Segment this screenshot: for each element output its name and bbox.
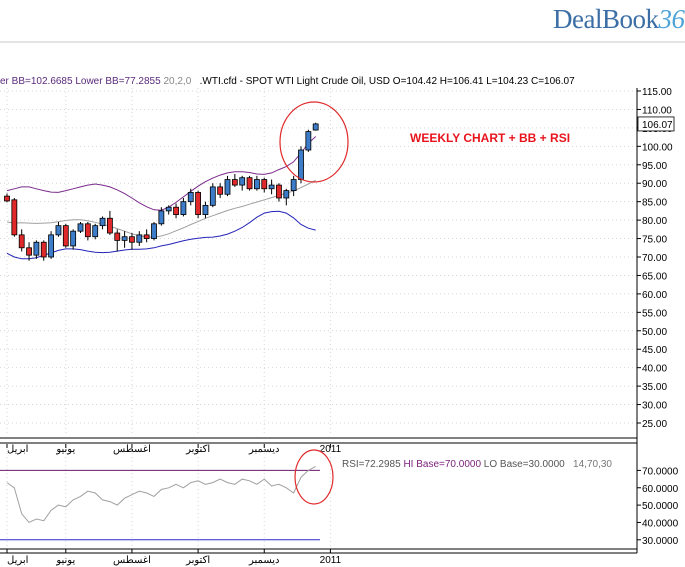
- candle: [18, 234, 25, 249]
- candle: [209, 186, 216, 206]
- candle: [276, 184, 282, 199]
- axes: 25.00 30.00 35.00 40.00 45.00 50.00 55.00 60.00…: [0, 87, 679, 566]
- x-tick-label: ابريل: [7, 444, 28, 455]
- candle: [99, 217, 106, 227]
- x-tick-label: 2011: [320, 444, 342, 455]
- candle: [246, 177, 253, 190]
- candle: [187, 192, 194, 203]
- candle: [224, 179, 231, 195]
- rsi-legend: RSI=72.2985 HI Base=70.0000 LO Base=30.0…: [342, 459, 612, 470]
- x-tick-label: ديسمبر: [248, 555, 279, 566]
- candle: [114, 232, 121, 241]
- x-tick-label: ابريل: [7, 555, 28, 566]
- x-tick-label: اغسطس: [113, 444, 151, 455]
- x-tick-label: اغسطس: [113, 555, 151, 566]
- y-tick-label: 40.00: [642, 364, 667, 375]
- y-tick-label: 35.00: [642, 382, 667, 393]
- y-tick-label: 70.00: [642, 253, 667, 264]
- rsi-pane: [0, 445, 331, 548]
- y-tick-label: 95.00: [642, 161, 667, 172]
- chart-annotation: WEEKLY CHART + BB + RSI: [410, 131, 571, 145]
- y-tick-label: 75.00: [642, 235, 667, 246]
- rsi-line: [6, 465, 316, 524]
- last-price-box: [637, 116, 675, 132]
- candle: [253, 179, 260, 190]
- candle: [151, 223, 157, 239]
- candle: [217, 186, 224, 195]
- bb-upper-line: [6, 136, 317, 211]
- candle: [55, 225, 62, 236]
- bb-lower-line: [6, 210, 316, 260]
- x-tick-label: يونيو: [55, 444, 75, 455]
- y-tick-label: 50.00: [642, 327, 667, 338]
- candle: [136, 234, 143, 243]
- candle: [195, 192, 202, 215]
- candle: [62, 225, 69, 247]
- y-tick-label: 80.00: [642, 216, 667, 227]
- rsi-y-tick-label: 30.0000: [642, 536, 679, 547]
- y-tick-label: 65.00: [642, 271, 667, 282]
- y-tick-label: 25.00: [642, 419, 667, 430]
- candle: [268, 184, 275, 190]
- candle: [165, 206, 172, 212]
- candle: [129, 236, 135, 243]
- y-tick-label: 60.00: [642, 290, 667, 301]
- brand-logo: DealBook360: [553, 4, 685, 34]
- candle: [48, 234, 54, 258]
- candle: [77, 223, 84, 232]
- x-tick-label: يونيو: [55, 555, 75, 566]
- bollinger-legend: er BB=102.6685 Lower BB=77.2855 20,2,0 .…: [0, 76, 575, 87]
- y-tick-label: 115.00: [642, 87, 672, 98]
- y-tick-label: 55.00: [642, 308, 667, 319]
- candle: [84, 223, 91, 238]
- instrument-label: .WTI.cfd - SPOT WTI Light Crude Oil, USD…: [199, 76, 575, 87]
- candle: [239, 177, 246, 186]
- rsi-y-tick-label: 50.0000: [642, 501, 679, 512]
- candle: [33, 241, 40, 256]
- rsi-y-tick-label: 70.0000: [642, 466, 679, 477]
- x-tick-label: اكتوبر: [185, 444, 210, 455]
- candle: [173, 206, 179, 215]
- candle: [143, 234, 150, 239]
- y-tick-label: 100.00: [642, 142, 673, 153]
- candle: [26, 247, 32, 256]
- candle: [121, 236, 128, 241]
- y-tick-label: 85.00: [642, 198, 667, 209]
- candle: [283, 190, 290, 199]
- candle: [40, 241, 47, 258]
- y-tick-label: 110.00: [642, 105, 672, 116]
- rsi-y-tick-label: 40.0000: [642, 518, 679, 529]
- candle: [290, 179, 297, 192]
- candle: [202, 204, 209, 215]
- highlight-circle-rsi: [294, 449, 334, 505]
- y-tick-label: 90.00: [642, 179, 667, 190]
- highlight-circle-price: [279, 101, 349, 183]
- candle: [107, 217, 113, 234]
- y-tick-label: 30.00: [642, 401, 667, 412]
- candle: [11, 199, 18, 236]
- candle: [261, 179, 268, 190]
- candle: [305, 131, 312, 151]
- candle: [158, 210, 165, 225]
- candle: [231, 179, 238, 186]
- x-tick-label: 2011: [320, 555, 342, 566]
- candle: [4, 195, 10, 202]
- candle: [312, 123, 319, 131]
- y-tick-label: 45.00: [642, 345, 667, 356]
- bb-middle-line: [6, 179, 316, 238]
- x-tick-label: اكتوبر: [185, 555, 210, 566]
- candle: [70, 230, 77, 247]
- last-price-label: 106.07: [642, 120, 673, 131]
- candle: [180, 201, 187, 215]
- rsi-y-tick-label: 60.0000: [642, 484, 679, 495]
- candle: [298, 149, 304, 180]
- candle: [92, 225, 99, 238]
- x-tick-label: ديسمبر: [248, 444, 279, 455]
